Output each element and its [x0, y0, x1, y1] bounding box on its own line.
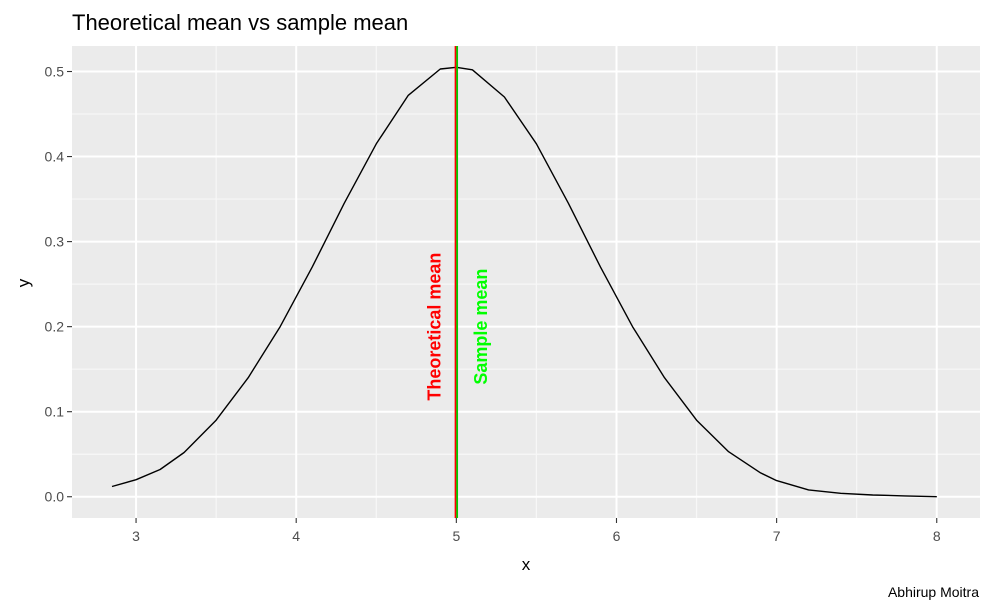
x-tick-label: 8: [933, 528, 941, 544]
x-tick-label: 5: [452, 528, 460, 544]
theoretical-mean-label: Theoretical mean: [424, 253, 444, 401]
caption: Abhirup Moitra: [888, 584, 979, 600]
mean-lines: [454, 46, 459, 518]
sample-mean-label: Sample mean: [471, 269, 491, 385]
x-tick-label: 6: [613, 528, 621, 544]
chart-title: Theoretical mean vs sample mean: [72, 10, 408, 35]
y-tick-label: 0.2: [45, 319, 65, 335]
y-tick-label: 0.3: [45, 234, 65, 250]
x-tick-label: 4: [292, 528, 300, 544]
y-axis-ticks: 0.0 0.1 0.2 0.3 0.4 0.5: [45, 64, 72, 505]
y-axis-label: y: [14, 278, 33, 287]
series-lines: [111, 66, 937, 498]
annotations: Theoretical mean Sample mean: [424, 253, 491, 401]
x-tick-label: 7: [773, 528, 781, 544]
density-curve: [111, 66, 937, 498]
y-tick-label: 0.1: [45, 404, 65, 420]
y-tick-label: 0.0: [45, 489, 65, 505]
grid-minor: [72, 46, 980, 518]
plot-panel: [72, 46, 980, 518]
x-axis-ticks: 3 4 5 6 7 8: [132, 518, 941, 544]
x-axis-label: x: [522, 555, 531, 574]
x-tick-label: 3: [132, 528, 140, 544]
y-tick-label: 0.4: [45, 149, 65, 165]
y-tick-label: 0.5: [45, 64, 65, 80]
